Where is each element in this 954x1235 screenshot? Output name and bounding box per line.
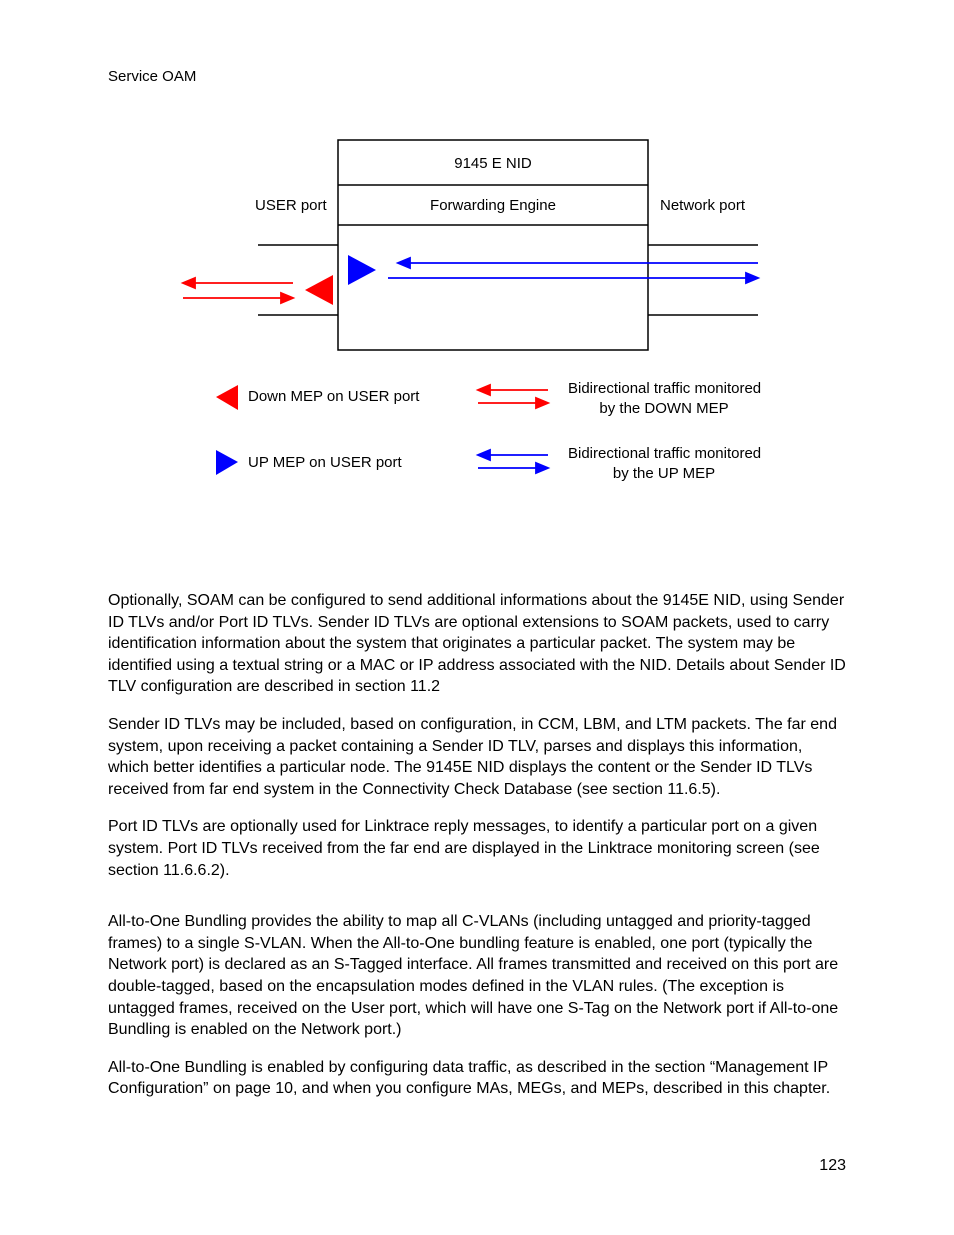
legend-bi-down-1: Bidirectional traffic monitored	[568, 380, 761, 397]
user-arrows-group	[183, 278, 293, 303]
down-mep-triangle-icon	[305, 275, 333, 305]
legend-blue-arrows	[478, 450, 548, 473]
running-header: Service OAM	[108, 68, 196, 85]
legend-red-arrows	[478, 385, 548, 408]
diagram-title: 9145 E NID	[454, 155, 532, 172]
up-mep-triangle-icon	[348, 255, 376, 285]
network-port-label: Network port	[660, 197, 745, 214]
page: Service OAM	[0, 0, 954, 1235]
legend-down-mep-icon	[216, 385, 238, 410]
legend-down-mep-text: Down MEP on USER port	[248, 388, 419, 405]
page-number: 123	[819, 1157, 846, 1175]
user-port-label: USER port	[255, 197, 327, 214]
legend-bi-down-2: by the DOWN MEP	[599, 400, 728, 417]
forwarding-engine-label: Forwarding Engine	[430, 197, 556, 214]
legend-bi-up-1: Bidirectional traffic monitored	[568, 445, 761, 462]
legend-up-mep-icon	[216, 450, 238, 475]
network-arrows-group	[388, 258, 758, 283]
legend-bi-up-2: by the UP MEP	[613, 465, 715, 482]
paragraph-2: Sender ID TLVs may be included, based on…	[108, 714, 846, 800]
paragraph-4: All-to-One Bundling provides the ability…	[108, 911, 846, 1041]
legend-up-mep-text: UP MEP on USER port	[248, 454, 402, 471]
paragraph-1: Optionally, SOAM can be configured to se…	[108, 590, 846, 698]
body-block: Optionally, SOAM can be configured to se…	[108, 590, 846, 1116]
mep-diagram: 9145 E NID USER port Forwarding Engine N…	[108, 130, 868, 510]
paragraph-5: All-to-One Bundling is enabled by config…	[108, 1057, 846, 1100]
paragraph-3: Port ID TLVs are optionally used for Lin…	[108, 816, 846, 881]
